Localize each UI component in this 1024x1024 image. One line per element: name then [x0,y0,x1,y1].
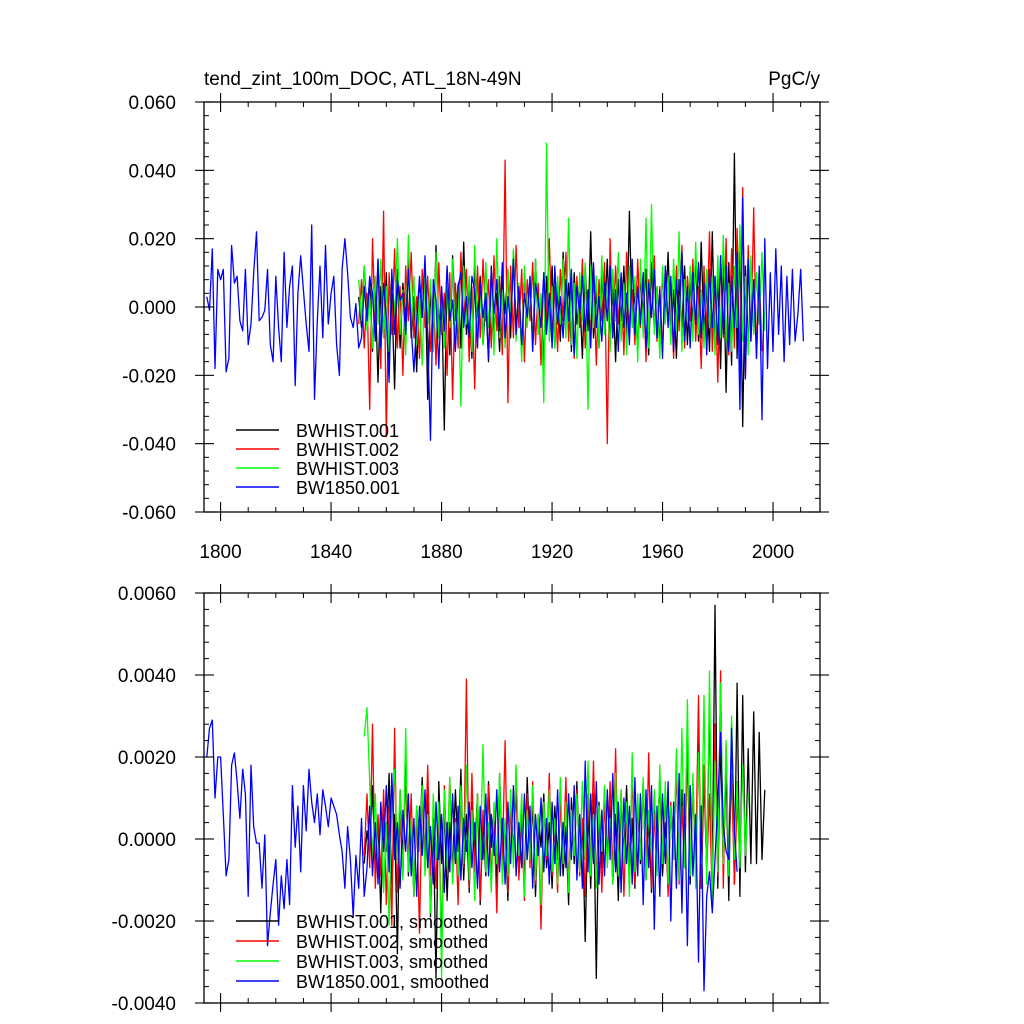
top-y-tick-label: 0.020 [128,230,176,251]
top-y-tick-label: -0.040 [122,435,176,456]
top-legend-label-1: BWHIST.001 [296,421,399,441]
top-series-4-line [206,197,805,441]
bottom-plot-frame [203,592,821,1004]
bottom-axes: 0.0060 0.0040 0.0020 0.0000 -0.0020 -0.0040 [112,584,829,1015]
bottom-legend-label-1: BWHIST.001, smoothed [296,912,488,932]
bottom-y-tick-label: 0.0060 [118,584,176,605]
top-legend-label-2: BWHIST.002 [296,440,399,460]
top-title-right: PgC/y [768,69,820,90]
bottom-series-3-line [363,670,749,980]
bottom-plot-area [206,604,766,992]
top-x-tick-label: 1840 [310,542,352,563]
top-x-tick-label: 2000 [752,542,794,563]
bottom-legend-label-3: BWHIST.003, smoothed [296,952,488,972]
bottom-y-tick-label: 0.0020 [118,748,176,769]
bottom-y-tick-label: -0.0040 [112,994,176,1015]
top-axes: 1800 1840 1880 1920 1960 2000 0.060 0.040 0.020 0… [122,93,829,563]
top-plot-frame [203,101,821,513]
top-x-tick-label: 1800 [199,542,241,563]
bottom-y-tick-label: 0.0000 [118,830,176,851]
bottom-legend-label-2: BWHIST.002, smoothed [296,932,488,952]
top-x-tick-label: 1880 [420,542,462,563]
top-legend-label-3: BWHIST.003 [296,459,399,479]
top-legend-label-4: BW1850.001 [296,478,400,498]
top-y-tick-label: 0.000 [128,298,176,319]
top-y-tick-label: -0.060 [122,503,176,524]
top-x-tick-label: 1920 [531,542,573,563]
bottom-legend-label-4: BW1850.001, smoothed [296,972,489,992]
top-panel: tend_zint_100m_DOC, ATL_18N-49N PgC/y 18… [122,69,829,563]
top-y-tick-label: 0.040 [128,161,176,182]
bottom-y-tick-label: 0.0040 [118,666,176,687]
bottom-panel: 0.0060 0.0040 0.0020 0.0000 -0.0020 -0.0040 B… [112,584,829,1015]
top-y-tick-label: 0.060 [128,93,176,114]
top-y-tick-label: -0.020 [122,366,176,387]
bottom-y-tick-label: -0.0020 [112,912,176,933]
top-plot-area [206,142,805,445]
top-x-tick-label: 1960 [641,542,683,563]
top-title-left: tend_zint_100m_DOC, ATL_18N-49N [204,69,522,90]
bottom-series-4-line [206,719,738,992]
